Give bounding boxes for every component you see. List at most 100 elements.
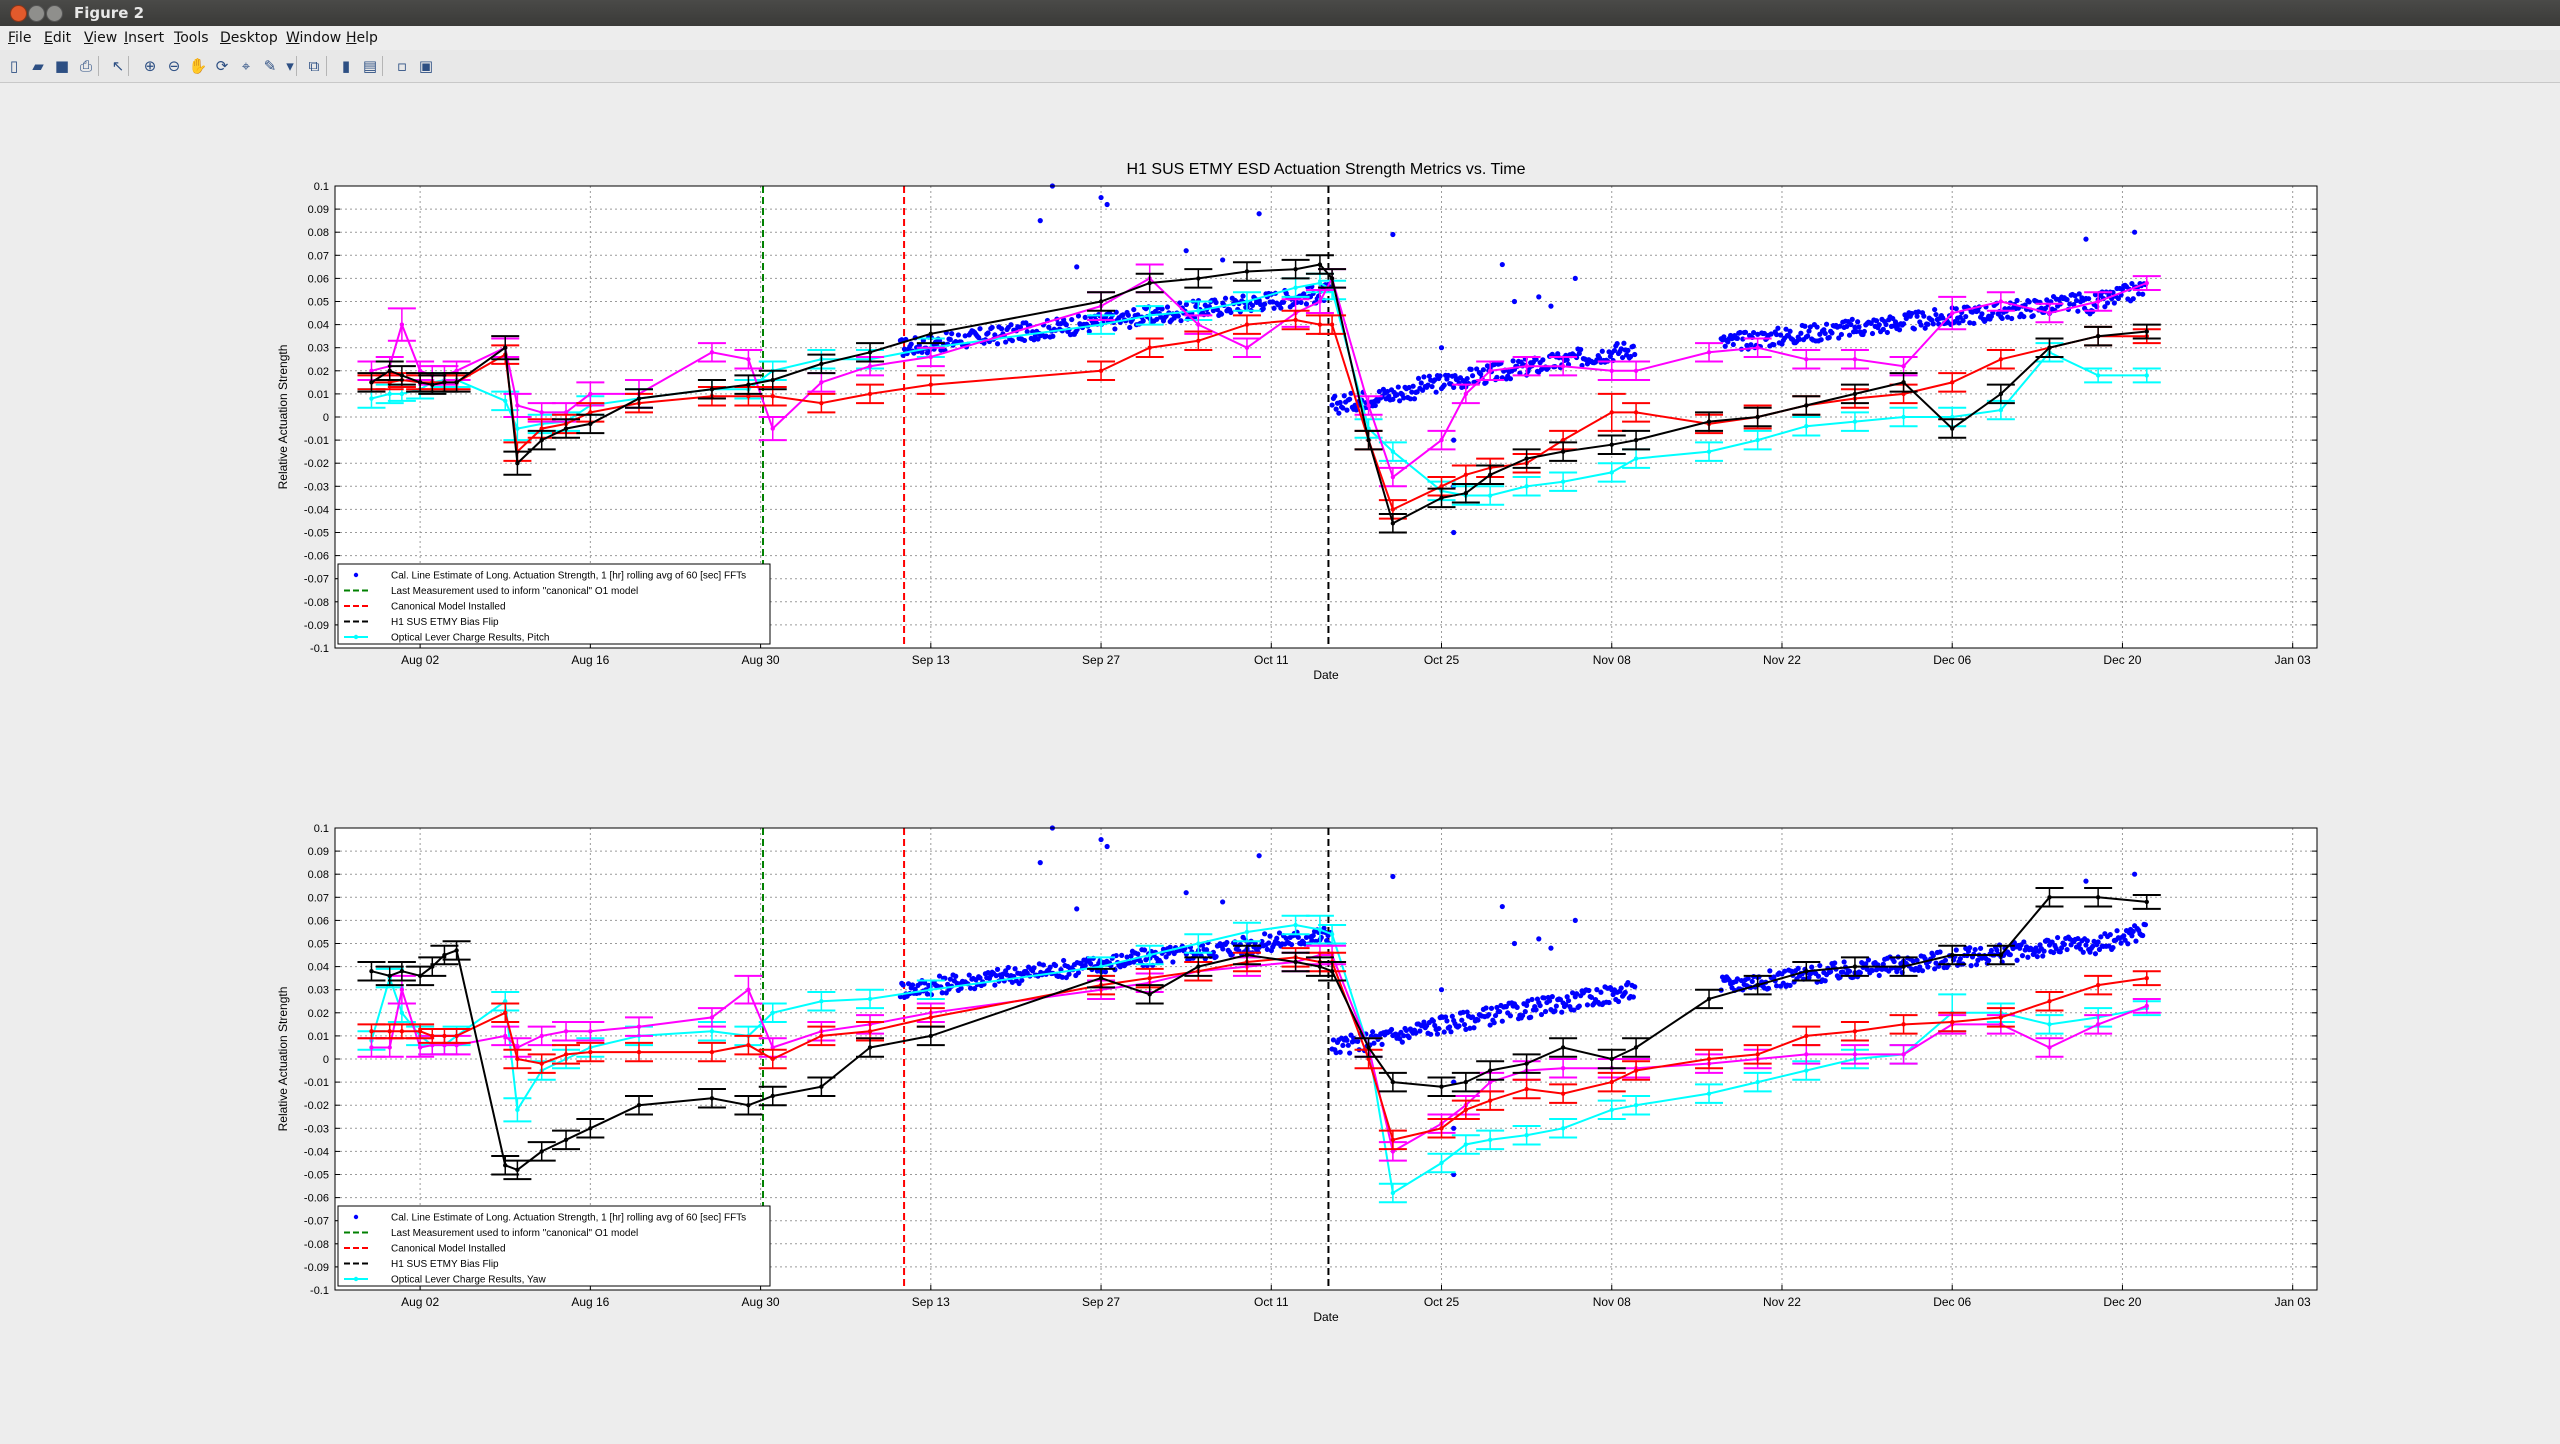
data-point-red [1950, 380, 1955, 385]
cal-line-point [1131, 306, 1137, 313]
menu-view[interactable]: View [84, 30, 118, 46]
cal-line-point [2014, 957, 2020, 963]
maximize-window-button[interactable] [46, 5, 63, 22]
menu-desktop[interactable]: Desktop [220, 30, 278, 46]
data-point-red [1390, 507, 1396, 512]
data-point-black [430, 964, 435, 969]
cal-line-point [1549, 351, 1555, 357]
data-point-cyan [1293, 285, 1298, 290]
zoom-in-icon[interactable]: ⊕ [143, 57, 157, 75]
data-point-black [2047, 345, 2052, 350]
cal-line-point [1856, 324, 1862, 330]
cal-line-point [2083, 942, 2089, 948]
link-plot-icon[interactable]: ⧉ [308, 57, 320, 75]
data-point-black [928, 331, 934, 337]
cal-line-point [1861, 328, 1867, 335]
cal-line-outlier-point [1548, 303, 1554, 309]
minimize-window-button[interactable] [28, 5, 45, 22]
menu-tools[interactable]: Tools [174, 30, 209, 46]
menu-window[interactable]: Window [286, 30, 342, 46]
hide-plot-tools-icon[interactable]: ▫ [396, 57, 408, 75]
data-point-cyan [2144, 373, 2149, 378]
cal-line-point [1853, 328, 1859, 335]
x-tick-label: Oct 11 [1254, 1295, 1289, 1309]
close-window-button[interactable] [10, 5, 27, 22]
data-point-black [1852, 964, 1858, 969]
menu-edit[interactable]: Edit [44, 30, 72, 46]
cal-line-outlier-point [1438, 345, 1445, 351]
cal-line-point [1050, 333, 1056, 339]
cal-line-point [1370, 1029, 1376, 1035]
data-point-magenta [387, 1045, 392, 1050]
zoom-out-icon[interactable]: ⊖ [167, 57, 181, 75]
cal-line-point [1869, 967, 1876, 974]
cal-line-point [1618, 985, 1624, 991]
chart-title: H1 SUS ETMY ESD Actuation Strength Metri… [1127, 161, 1526, 178]
cal-line-point [945, 981, 951, 987]
data-point-cyan [1366, 426, 1371, 431]
colorbar-icon[interactable]: ▮ [341, 57, 351, 75]
data-point-red [1998, 1015, 2004, 1020]
cal-line-point [912, 986, 918, 992]
rotate-3d-icon[interactable]: ⟳ [215, 57, 229, 75]
data-point-cyan [1098, 322, 1104, 327]
legend-entry: Optical Lever Charge Results, Yaw [391, 1275, 546, 1286]
x-tick-label: Nov 22 [1763, 1295, 1801, 1309]
new-figure-icon[interactable]: ▯ [9, 57, 19, 75]
show-plot-tools-icon[interactable]: ▣ [418, 57, 434, 75]
data-point-red [867, 1029, 873, 1034]
data-point-magenta [1755, 345, 1760, 350]
data-point-magenta [746, 357, 751, 362]
data-point-black [770, 1093, 775, 1099]
cal-line-point [2076, 291, 2082, 297]
cal-line-point [2064, 297, 2070, 303]
data-point-red [1755, 1052, 1760, 1057]
cal-line-point [1564, 994, 1570, 1000]
cal-line-point [1969, 309, 1976, 315]
cal-line-point [1406, 1034, 1412, 1041]
cal-line-outlier-point [1572, 275, 1578, 281]
y-tick-label: 0.02 [308, 366, 329, 378]
cal-line-point [1075, 970, 1082, 976]
cal-line-point [1838, 331, 1845, 338]
cal-line-point [1289, 941, 1295, 948]
menu-help[interactable]: Help [346, 30, 378, 46]
cal-line-point [1630, 994, 1636, 1000]
cal-line-point [2098, 934, 2104, 940]
data-point-black [1633, 437, 1639, 443]
brush-icon[interactable]: ✎ [263, 57, 277, 75]
cal-line-point [1988, 947, 1994, 954]
cal-line-point [909, 982, 916, 988]
menu-bar: File Edit View Insert Tools Desktop Wind… [0, 26, 2560, 50]
cal-line-point [1120, 312, 1126, 318]
data-point-magenta [588, 391, 593, 397]
cal-line-point [1863, 961, 1869, 967]
print-icon[interactable]: ⎙ [79, 57, 92, 75]
pan-hand-icon[interactable]: ✋ [188, 57, 208, 75]
cal-line-point [1262, 931, 1268, 937]
cal-line-point [1460, 1009, 1466, 1015]
data-point-magenta [1852, 1052, 1858, 1057]
cal-line-point [1578, 346, 1584, 353]
x-tick-label: Aug 02 [401, 1295, 439, 1309]
menu-insert[interactable]: Insert [124, 30, 165, 46]
brush-dropdown-icon[interactable]: ▾ [286, 57, 294, 75]
cal-line-point [1815, 973, 1822, 979]
data-cursor-icon[interactable]: ⌖ [241, 57, 251, 75]
legend-marker-cyan-dot [353, 634, 359, 640]
data-point-black [387, 368, 392, 373]
data-point-black [1755, 982, 1760, 988]
save-icon[interactable]: ■ [54, 57, 70, 75]
cal-line-point [2075, 308, 2081, 314]
menu-file[interactable]: File [8, 30, 32, 46]
open-file-icon[interactable]: ▰ [32, 57, 44, 75]
edit-plot-arrow-icon[interactable]: ↖ [111, 57, 125, 75]
toolbar-separator [382, 56, 383, 76]
cal-line-point [1873, 967, 1880, 973]
data-point-cyan [867, 996, 873, 1002]
window-title: Figure 2 [74, 4, 145, 22]
legend-icon[interactable]: ▤ [362, 57, 378, 75]
cal-line-point [1303, 934, 1310, 940]
cal-line-point [1840, 969, 1846, 975]
cal-line-point [1270, 299, 1276, 305]
